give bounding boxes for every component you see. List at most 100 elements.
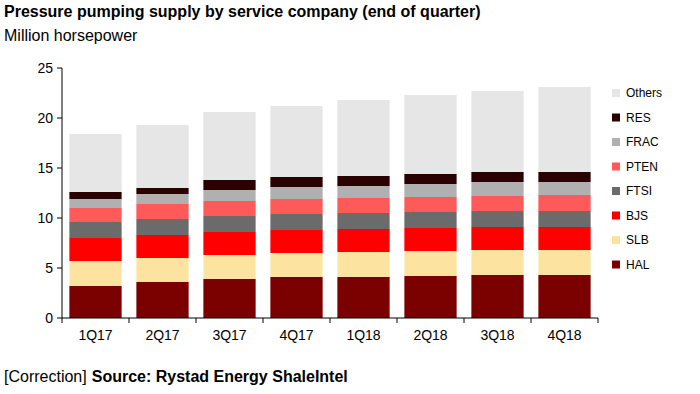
x-tick: [129, 318, 130, 323]
bar-segment: [471, 211, 523, 227]
bar-segment: [538, 87, 590, 172]
y-tick-label: 10: [37, 210, 53, 226]
bar-segment: [337, 213, 389, 229]
bar-segment: [471, 227, 523, 250]
legend-swatch: [612, 138, 620, 146]
x-tick: [62, 318, 63, 323]
note: [Correction]: [4, 368, 87, 385]
y-tick-label: 25: [37, 60, 53, 76]
y-tick: [57, 68, 62, 69]
legend-swatch: [612, 212, 620, 220]
legend-label: SLB: [626, 233, 649, 247]
bar-segment: [270, 106, 322, 177]
bars: [69, 87, 590, 318]
legend-label: PTEN: [626, 160, 658, 174]
legend-label: BJS: [626, 209, 648, 223]
bar-segment: [203, 255, 255, 279]
y-tick: [57, 118, 62, 119]
bar-segment: [69, 199, 121, 208]
bar-segment: [471, 172, 523, 182]
bar-segment: [203, 201, 255, 216]
y-axis-line: [62, 68, 63, 318]
bar-segment: [270, 253, 322, 277]
bar-segment: [538, 211, 590, 227]
bar-segment: [471, 91, 523, 172]
x-tick-label: 2Q18: [413, 327, 447, 343]
bar-segment: [136, 194, 188, 204]
bar-segment: [471, 275, 523, 318]
bar-segment: [69, 222, 121, 238]
bar-segment: [69, 208, 121, 222]
legend-label: RES: [626, 111, 651, 125]
bar-segment: [69, 238, 121, 261]
bar-segment: [538, 275, 590, 318]
bar-segment: [471, 182, 523, 196]
bar-segment: [337, 277, 389, 318]
bar-segment: [538, 227, 590, 250]
bar-segment: [538, 195, 590, 211]
y-tick-label: 15: [37, 160, 53, 176]
bar-segment: [270, 277, 322, 318]
legend-label: HAL: [626, 258, 650, 272]
x-tick: [464, 318, 465, 323]
legend-swatch: [612, 114, 620, 122]
legend-swatch: [612, 187, 620, 195]
x-tick-label: 3Q17: [212, 327, 246, 343]
bar-segment: [203, 180, 255, 190]
x-tick-label: 2Q17: [145, 327, 179, 343]
x-tick: [330, 318, 331, 323]
source-line: [Correction] Source: Rystad Energy ShaleI…: [4, 368, 348, 385]
source: Source: Rystad Energy ShaleIntel: [92, 368, 348, 385]
subtitle: Million horsepower: [4, 27, 138, 44]
bar-segment: [136, 258, 188, 282]
bar-segment: [270, 214, 322, 230]
bar-segment: [203, 190, 255, 201]
legend: Others RES FRAC PTEN FTSI BJS SLB HAL: [612, 86, 662, 272]
x-tick-label: 1Q18: [346, 327, 380, 343]
bar-segment: [136, 204, 188, 219]
bar-segment: [270, 230, 322, 253]
bar-segment: [404, 184, 456, 197]
bar-segment: [404, 95, 456, 174]
bar-segment: [136, 219, 188, 235]
bar-segment: [404, 212, 456, 228]
bar-segment: [404, 197, 456, 212]
x-tick-label: 1Q17: [78, 327, 112, 343]
legend-label: Others: [626, 86, 662, 100]
bar-segment: [69, 286, 121, 318]
bar-segment: [337, 198, 389, 213]
bar-segment: [69, 192, 121, 199]
bar-segment: [136, 188, 188, 194]
x-tick: [263, 318, 264, 323]
bar-segment: [270, 177, 322, 187]
bar-segment: [538, 182, 590, 195]
x-tick-label: 4Q17: [279, 327, 313, 343]
bar-segment: [203, 279, 255, 318]
bar-segment: [337, 100, 389, 176]
bar-segment: [337, 229, 389, 252]
legend-swatch: [612, 236, 620, 244]
y-tick-label: 20: [37, 110, 53, 126]
x-tick-label: 3Q18: [480, 327, 514, 343]
y-tick: [57, 168, 62, 169]
x-tick-label: 4Q18: [547, 327, 581, 343]
y-tick: [57, 268, 62, 269]
bar-segment: [538, 250, 590, 275]
bar-segment: [471, 196, 523, 211]
bar-segment: [69, 134, 121, 192]
bar-segment: [538, 172, 590, 182]
legend-swatch: [612, 261, 620, 269]
bar-segment: [337, 186, 389, 198]
legend-label: FRAC: [626, 135, 659, 149]
chart-root: Pressure pumping supply by service compa…: [0, 0, 700, 394]
bar-segment: [404, 251, 456, 276]
legend-swatch: [612, 163, 620, 171]
y-tick: [57, 218, 62, 219]
bar-segment: [337, 176, 389, 186]
y-tick-label: 5: [45, 260, 53, 276]
bar-segment: [136, 235, 188, 258]
bar-segment: [404, 174, 456, 184]
bar-segment: [337, 252, 389, 277]
legend-label: FTSI: [626, 184, 652, 198]
x-tick: [196, 318, 197, 323]
